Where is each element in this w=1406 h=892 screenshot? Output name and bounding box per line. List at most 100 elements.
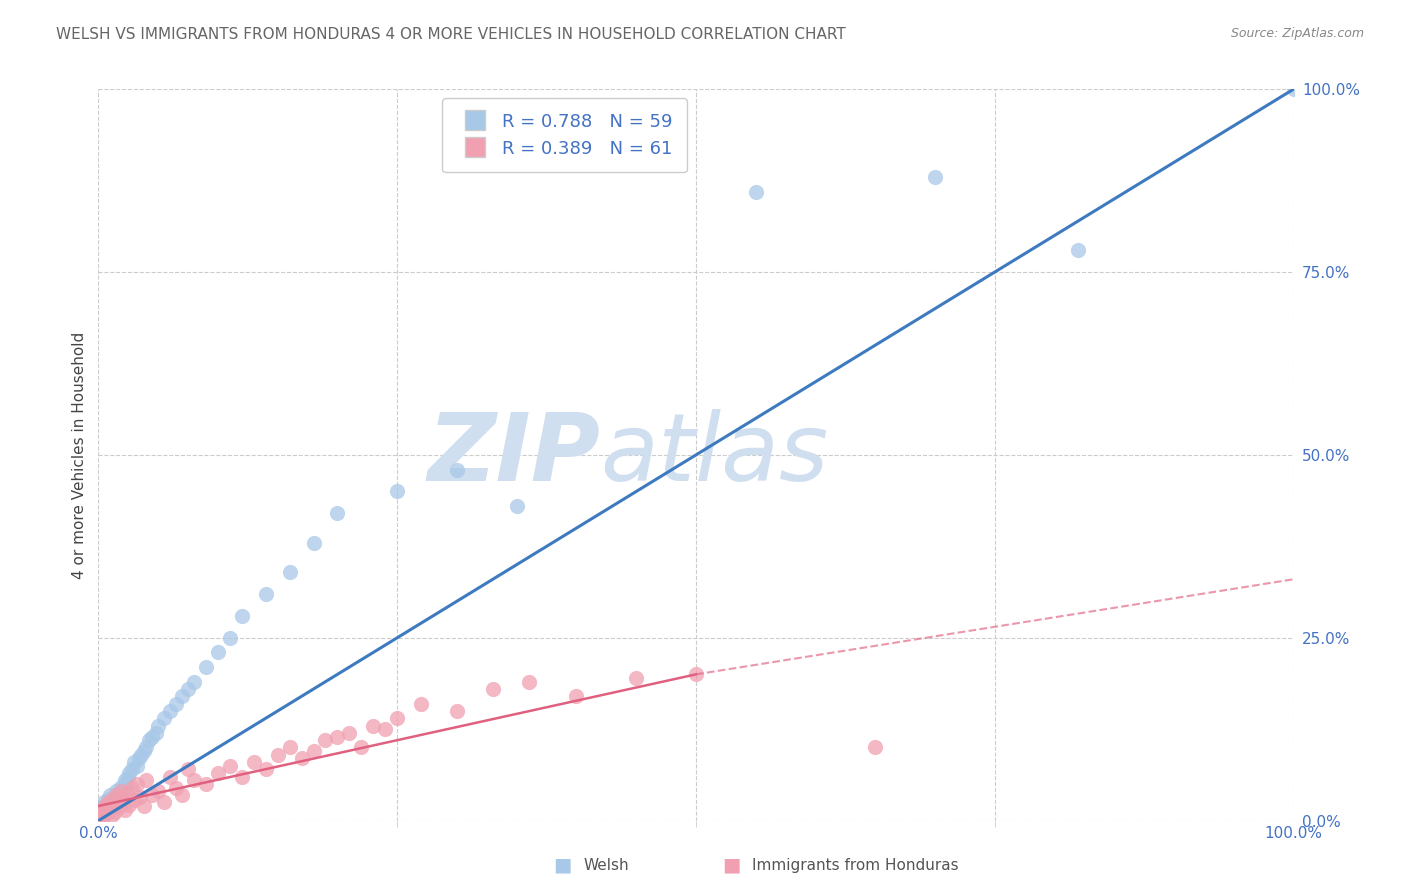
Point <box>114 773 136 788</box>
Point <box>108 780 131 795</box>
Point <box>446 704 468 718</box>
Text: atlas: atlas <box>600 409 828 500</box>
Point <box>91 803 114 817</box>
Point <box>132 744 155 758</box>
Point <box>100 807 122 822</box>
Point <box>243 755 266 769</box>
Point <box>107 796 129 810</box>
Point <box>117 770 139 784</box>
Point <box>110 786 132 800</box>
Point <box>411 697 433 711</box>
Point <box>177 681 200 696</box>
Point <box>153 796 176 810</box>
Text: Immigrants from Honduras: Immigrants from Honduras <box>752 858 959 872</box>
Point <box>141 788 163 802</box>
Point <box>96 800 118 814</box>
Point <box>141 730 163 744</box>
Point <box>104 805 127 819</box>
Point <box>254 763 277 777</box>
Point <box>267 747 290 762</box>
Point <box>131 747 153 762</box>
Text: ZIP: ZIP <box>427 409 600 501</box>
Text: WELSH VS IMMIGRANTS FROM HONDURAS 4 OR MORE VEHICLES IN HOUSEHOLD CORRELATION CH: WELSH VS IMMIGRANTS FROM HONDURAS 4 OR M… <box>56 27 846 42</box>
Point <box>111 791 134 805</box>
Point <box>374 723 396 737</box>
Point <box>924 169 946 184</box>
Point <box>94 799 117 814</box>
Point <box>98 803 121 817</box>
Point <box>159 704 181 718</box>
Point <box>315 733 337 747</box>
Point <box>90 806 112 821</box>
Point <box>97 791 120 805</box>
Point <box>385 484 409 499</box>
Point <box>363 718 385 732</box>
Point <box>105 788 128 802</box>
Point <box>863 740 886 755</box>
Point <box>115 779 138 793</box>
Point <box>135 773 157 788</box>
Point <box>1067 243 1090 257</box>
Point <box>97 797 120 812</box>
Point <box>125 758 148 772</box>
Point <box>624 671 647 685</box>
Point <box>745 185 768 199</box>
Point <box>138 733 160 747</box>
Point <box>115 786 138 800</box>
Legend: R = 0.788   N = 59, R = 0.389   N = 61: R = 0.788 N = 59, R = 0.389 N = 61 <box>441 98 686 172</box>
Point <box>108 799 131 814</box>
Point <box>145 726 167 740</box>
Point <box>172 788 194 802</box>
Point <box>159 770 181 784</box>
Point <box>207 766 229 780</box>
Point <box>326 730 349 744</box>
Y-axis label: 4 or more Vehicles in Household: 4 or more Vehicles in Household <box>72 331 87 579</box>
Point <box>93 805 115 819</box>
Point <box>278 740 301 755</box>
Point <box>219 631 242 645</box>
Point <box>98 797 122 812</box>
Point <box>132 799 155 814</box>
Point <box>124 755 146 769</box>
Point <box>153 711 176 725</box>
Text: Welsh: Welsh <box>583 858 628 872</box>
Point <box>107 788 129 802</box>
Point <box>121 763 143 777</box>
Point <box>93 807 115 822</box>
Point <box>183 773 205 788</box>
Point <box>121 780 143 795</box>
Point <box>254 587 277 601</box>
Text: ■: ■ <box>553 855 572 875</box>
Point <box>118 766 141 780</box>
Point <box>97 796 120 810</box>
Point <box>101 793 124 807</box>
Point <box>111 783 134 797</box>
Point <box>517 674 540 689</box>
Point <box>148 718 170 732</box>
Point <box>1282 82 1305 96</box>
Point <box>110 784 132 798</box>
Point <box>231 770 253 784</box>
Point <box>183 674 205 689</box>
Point <box>112 777 135 791</box>
Point <box>481 681 505 696</box>
Point <box>103 800 125 814</box>
Text: ■: ■ <box>721 855 741 875</box>
Point <box>98 788 122 802</box>
Point <box>565 690 588 704</box>
Point <box>107 796 129 810</box>
Point <box>350 740 373 755</box>
Point <box>165 780 187 795</box>
Point <box>100 800 122 814</box>
Point <box>337 726 360 740</box>
Point <box>177 763 200 777</box>
Point <box>506 499 529 513</box>
Point <box>278 565 301 579</box>
Point <box>302 535 325 549</box>
Point <box>98 796 122 810</box>
Point <box>104 790 127 805</box>
Point <box>98 803 121 817</box>
Point <box>148 784 170 798</box>
Point <box>125 777 148 791</box>
Point <box>118 797 141 812</box>
